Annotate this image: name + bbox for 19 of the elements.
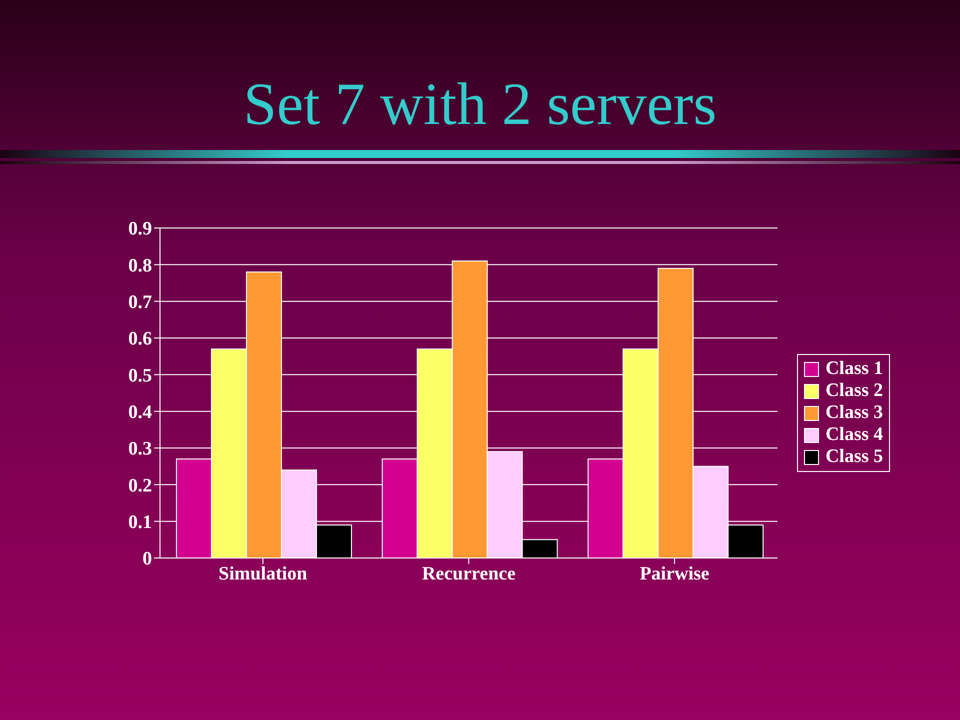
legend-label: Class 1 [825,358,883,380]
x-tick-label: Recurrence [422,563,516,584]
y-tick-label: 0 [142,548,152,570]
y-tick-label: 0.1 [128,512,152,534]
y-tick-label: 0.4 [128,402,152,424]
legend-label: Class 4 [825,424,883,446]
chart-title: Set 7 with 2 servers [242,70,718,139]
x-tick-label: Simulation [218,563,308,584]
legend-label: Class 2 [825,380,883,402]
legend-label: Class 5 [825,446,883,468]
y-tick-label: 0.7 [128,292,152,314]
y-tick-label: 0.3 [128,438,152,460]
legend-label: Class 3 [825,402,883,424]
y-tick-label: 0.6 [128,328,152,350]
x-tick-label: Pairwise [640,563,710,584]
y-tick-label: 0.8 [128,255,152,276]
y-tick-label: 0.9 [128,218,152,240]
y-tick-label: 0.2 [128,475,152,496]
y-tick-label: 0.5 [128,365,152,386]
